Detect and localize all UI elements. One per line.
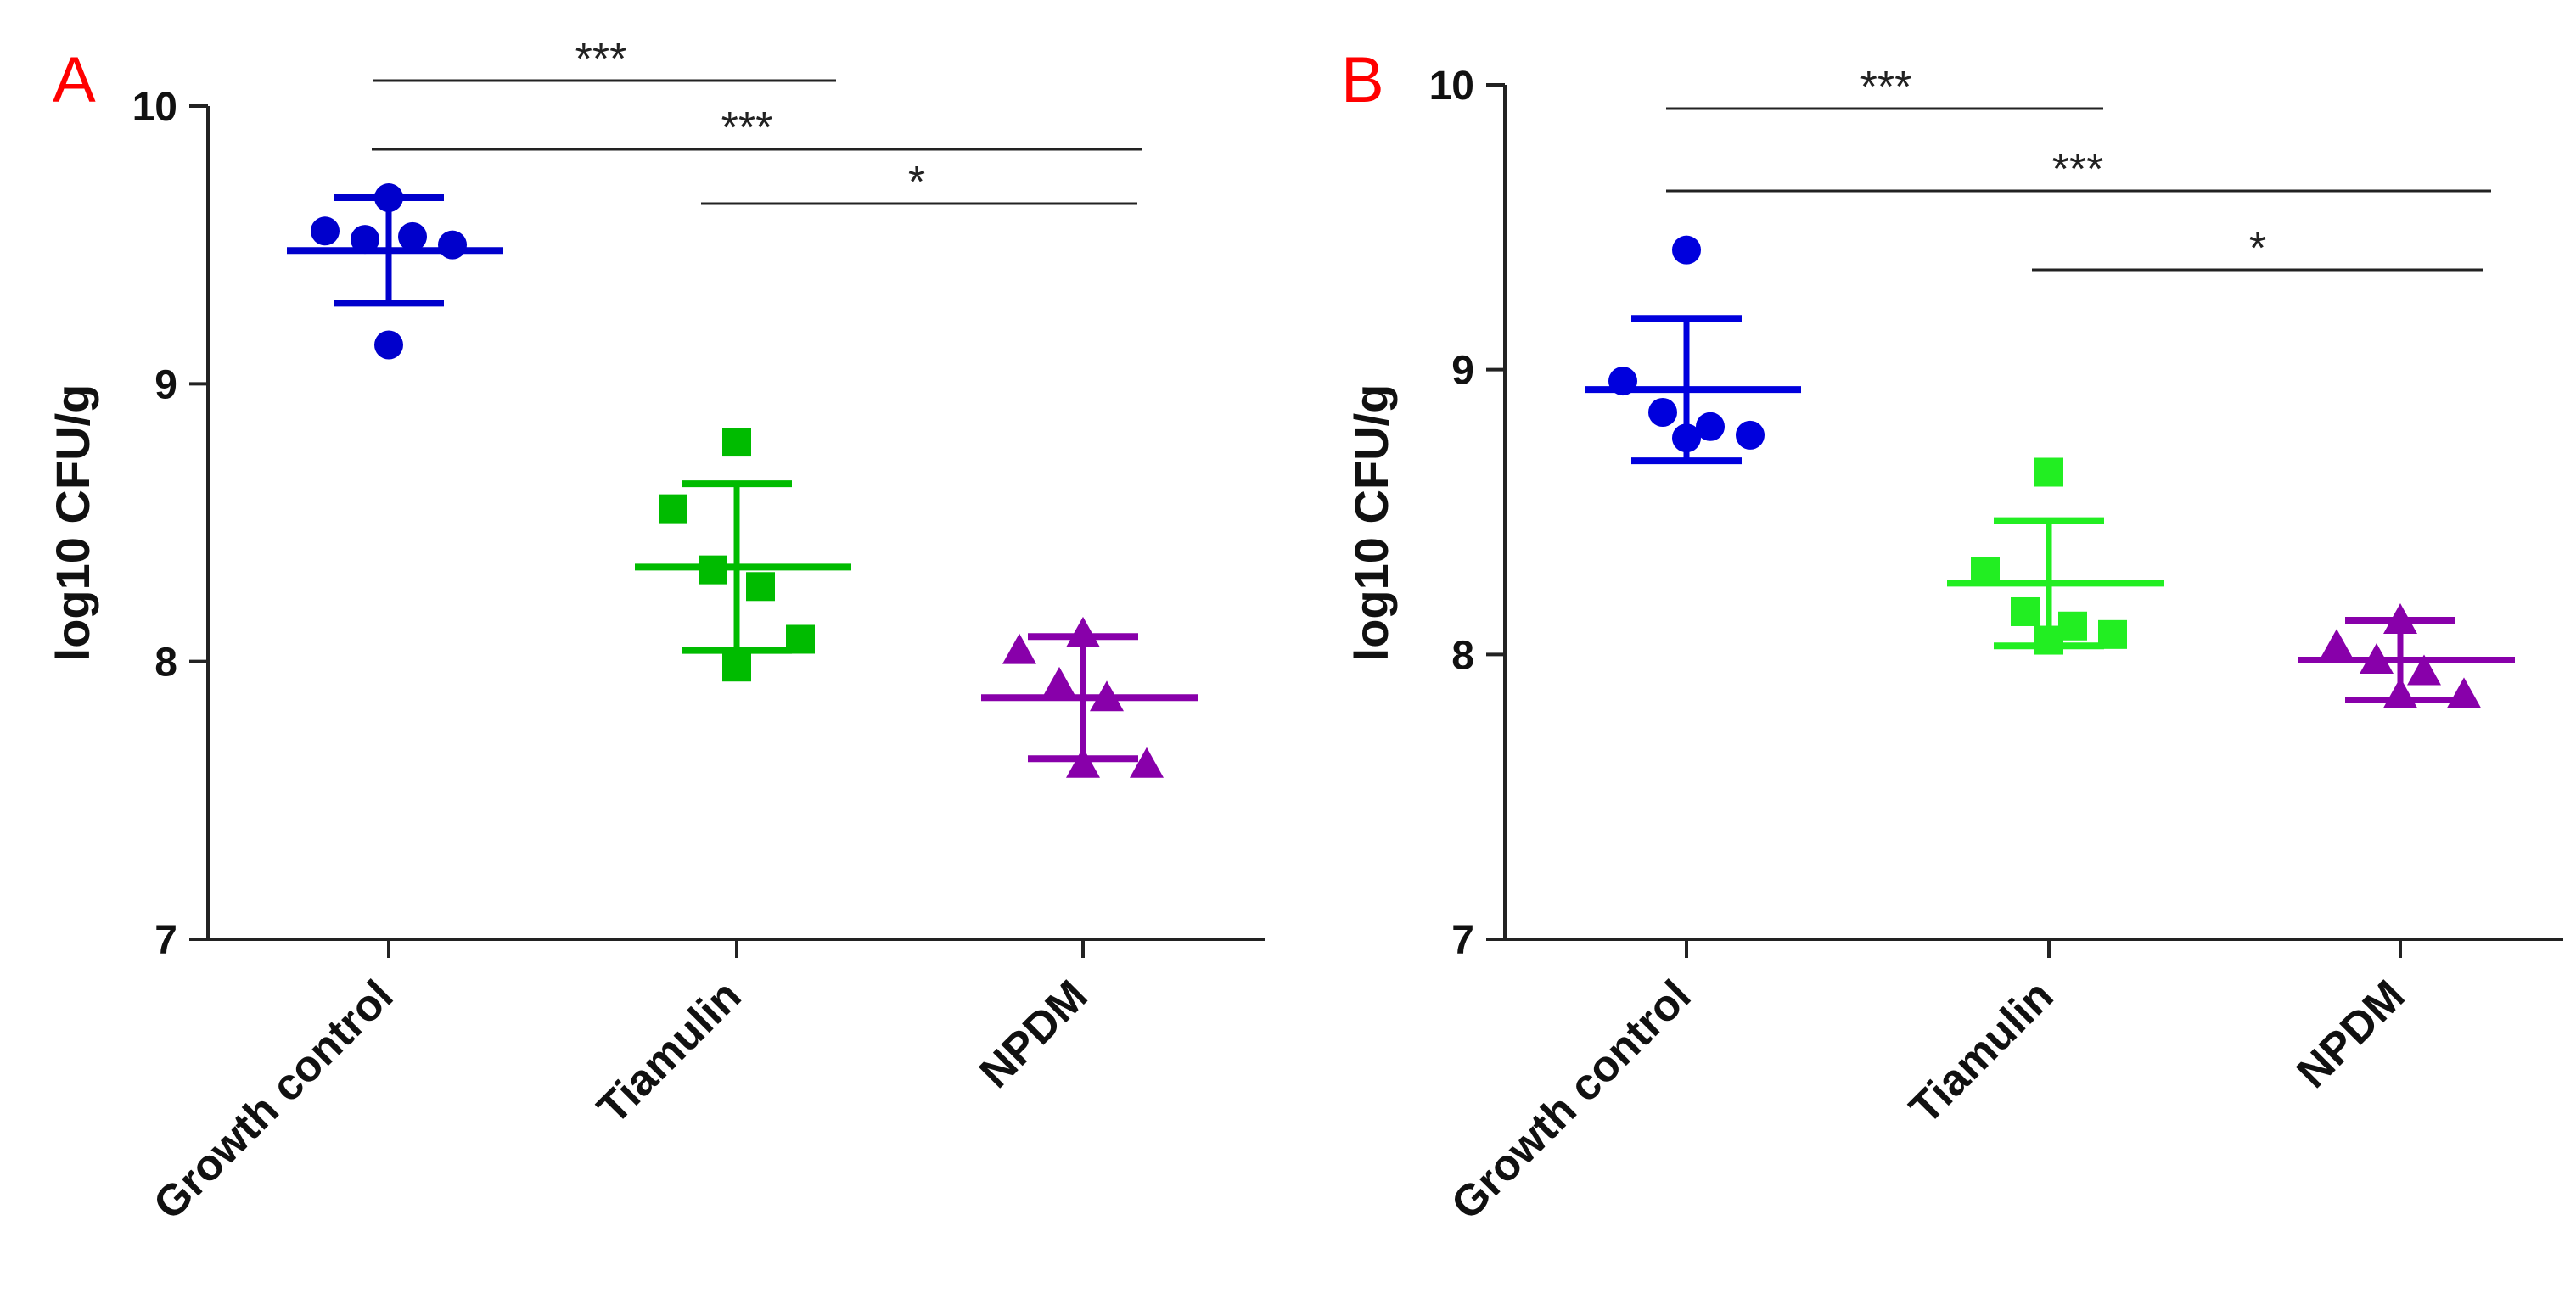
data-point	[1130, 747, 1164, 778]
group-growth-control	[287, 183, 503, 360]
data-point	[1648, 398, 1677, 428]
group-tiamulin	[635, 428, 851, 682]
data-point	[1971, 557, 2000, 586]
y-tick-label: 9	[1451, 349, 1474, 394]
x-tick-label-tiamulin: Tiamulin	[588, 971, 751, 1134]
significance-label: ***	[2052, 145, 2104, 194]
data-point	[2447, 677, 2481, 708]
y-tick-label: 9	[154, 362, 177, 407]
x-tick-label-growth-control: Growth control	[144, 971, 403, 1229]
significance-label: *	[2249, 224, 2266, 273]
data-point	[2034, 457, 2063, 487]
data-point	[2034, 625, 2063, 655]
significance-label: ***	[721, 104, 773, 153]
panel-b: B 7 8 9 10 log10 CFU/g Growth control Tiamulin N…	[1341, 44, 2563, 1229]
y-tick-label: 7	[1451, 918, 1474, 963]
data-point	[1066, 747, 1100, 778]
y-axis-title: log10 CFU/g	[46, 384, 99, 662]
y-tick-label: 8	[154, 641, 177, 686]
y-tick-label: 8	[1451, 633, 1474, 678]
data-point	[1042, 666, 1076, 697]
data-point	[398, 221, 427, 251]
data-point	[1002, 633, 1036, 664]
group-npdm	[2298, 603, 2515, 708]
data-point	[2011, 596, 2040, 626]
y-tick-label: 10	[1429, 64, 1474, 109]
x-tick-label-tiamulin: Tiamulin	[1900, 971, 2063, 1134]
significance-label: *	[908, 158, 925, 207]
data-point	[1672, 423, 1701, 453]
data-point	[2360, 643, 2394, 675]
group-growth-control	[1585, 235, 1801, 465]
data-point	[2320, 629, 2354, 660]
data-point	[699, 555, 727, 585]
x-tick-label-growth-control: Growth control	[1442, 971, 1701, 1229]
data-point	[1696, 412, 1725, 441]
y-tick-label: 10	[132, 85, 177, 130]
panel-letter: A	[53, 44, 96, 116]
data-point	[746, 572, 775, 602]
data-point	[2383, 603, 2417, 635]
x-tick-label-npdm: NPDM	[970, 971, 1097, 1097]
data-point	[374, 183, 403, 213]
data-point	[374, 330, 403, 360]
data-point	[1066, 616, 1100, 647]
data-point	[786, 624, 815, 654]
y-tick-label: 7	[154, 918, 177, 963]
significance-label: ***	[1860, 63, 1912, 112]
data-point	[1672, 235, 1701, 265]
data-point	[722, 652, 751, 682]
y-axis-title: log10 CFU/g	[1344, 384, 1398, 662]
data-point	[2383, 677, 2417, 708]
data-point	[2407, 654, 2441, 686]
significance-label: ***	[575, 35, 627, 84]
panel-a: A 7 8 9 10 log10 CFU/g Growth control Tiamulin N…	[46, 35, 1265, 1229]
x-tick-label-npdm: NPDM	[2287, 971, 2414, 1097]
group-tiamulin	[1947, 457, 2164, 655]
data-point	[1090, 680, 1124, 712]
data-point	[722, 428, 751, 457]
data-point	[2098, 619, 2127, 649]
group-npdm	[981, 616, 1198, 778]
data-point	[1736, 420, 1765, 450]
data-point	[351, 225, 379, 255]
data-point	[1608, 367, 1637, 396]
data-point	[659, 494, 687, 524]
data-point	[311, 216, 340, 246]
panel-letter: B	[1341, 44, 1384, 116]
data-point	[438, 230, 467, 260]
